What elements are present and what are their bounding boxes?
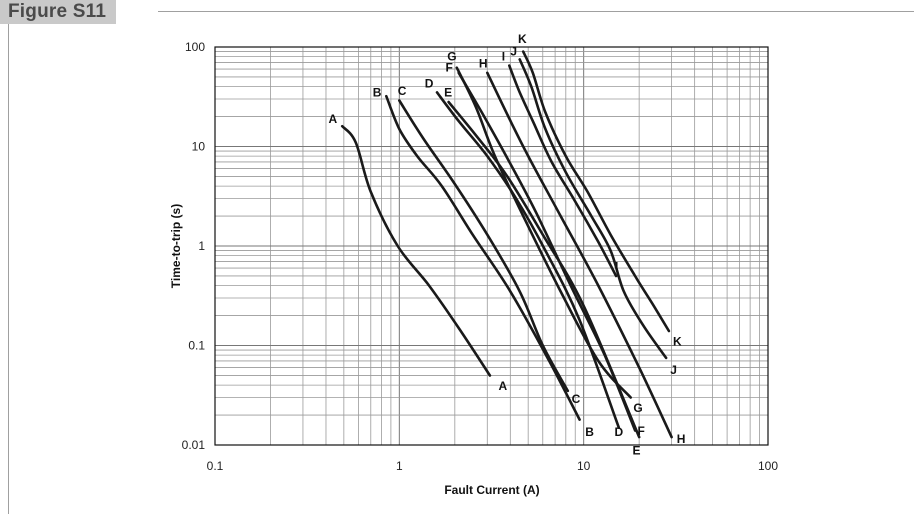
curve-label-a: A (498, 379, 507, 393)
curve-label-d: D (425, 76, 434, 90)
curve-b (385, 94, 581, 421)
x-tick-label: 10 (577, 459, 591, 473)
curve-label-a: A (328, 112, 337, 126)
y-tick-label: 100 (185, 40, 205, 54)
curve-j (518, 58, 668, 360)
y-tick-label: 0.01 (182, 438, 206, 452)
curve-label-d: D (615, 425, 624, 439)
curve-label-h: H (479, 57, 488, 71)
y-tick-label: 0.1 (188, 339, 205, 353)
curve-label-b: B (585, 425, 594, 439)
curve-label-e: E (444, 85, 452, 99)
curve-label-g: G (447, 50, 456, 64)
figure-label: Figure S11 (0, 0, 117, 24)
curve-label-c: C (572, 392, 581, 406)
curve-label-b: B (373, 85, 382, 99)
x-axis-label: Fault Current (A) (444, 483, 539, 497)
y-tick-label: 1 (198, 239, 205, 253)
curve-label-i: I (615, 260, 618, 274)
curve-label-k: K (518, 32, 527, 46)
curve-label-g: G (633, 401, 642, 415)
curve-label-i: I (502, 50, 505, 64)
curve-d (435, 91, 621, 429)
curve-label-h: H (677, 432, 686, 446)
plot-frame (214, 46, 769, 446)
curve-f (457, 71, 637, 432)
x-tick-label: 1 (396, 459, 403, 473)
curve-label-k: K (673, 334, 682, 348)
curve-label-j: J (510, 45, 517, 59)
curve-label-c: C (398, 84, 407, 98)
curve-h (486, 71, 673, 439)
x-tick-label: 100 (758, 459, 778, 473)
trip-curves (340, 50, 673, 439)
grid (214, 47, 768, 446)
y-axis-ticks: 0.01 0.1 1 10 100 (182, 40, 206, 452)
curve-e (447, 100, 641, 439)
figure-header-rule (158, 11, 914, 12)
curve-g (455, 66, 632, 399)
y-tick-label: 10 (192, 140, 206, 154)
x-tick-label: 0.1 (207, 459, 224, 473)
curve-label-e: E (632, 444, 640, 458)
curve-label-f: F (445, 61, 452, 75)
curve-i (508, 64, 618, 278)
curve-k (521, 50, 671, 333)
y-axis-label: Time-to-trip (s) (169, 204, 183, 288)
curve-c (398, 99, 570, 393)
curve-label-j: J (670, 363, 677, 377)
figure-left-rule (8, 24, 9, 514)
x-axis-ticks: 0.1 1 10 100 (207, 459, 779, 473)
curve-label-f: F (638, 424, 645, 438)
curve-a (340, 124, 492, 377)
